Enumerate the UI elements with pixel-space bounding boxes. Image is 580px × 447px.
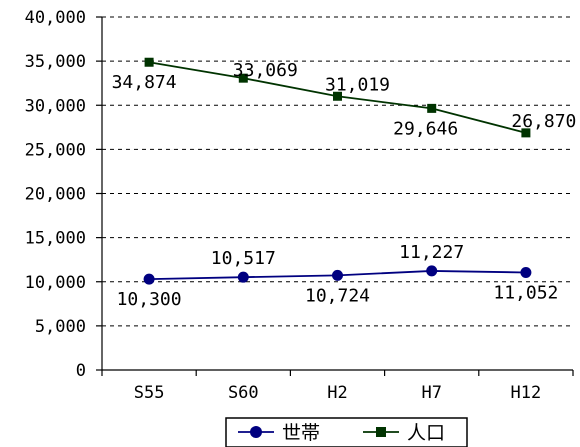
- legend: 世帯 人口: [225, 417, 468, 447]
- data-point: [426, 265, 438, 277]
- data-label: 11,227: [399, 242, 464, 263]
- data-label: 34,874: [112, 72, 177, 93]
- legend-label-households: 世帯: [282, 422, 320, 444]
- data-point: [238, 73, 248, 83]
- data-label: 10,300: [117, 289, 182, 310]
- y-axis-ticks: 0 5,000 10,000 15,000 20,000 25,000 30,000 35,0…: [25, 8, 102, 381]
- data-label: 29,646: [393, 118, 458, 139]
- data-label: 31,019: [325, 74, 390, 95]
- data-point: [237, 271, 249, 283]
- y-tick-label: 15,000: [25, 229, 86, 249]
- y-tick-label: 35,000: [25, 52, 86, 72]
- x-tick-label: H7: [421, 383, 441, 403]
- data-point: [333, 91, 342, 101]
- data-point: [521, 128, 531, 138]
- x-tick-label: H12: [511, 383, 542, 403]
- gridlines: [102, 16, 573, 327]
- y-tick-label: 20,000: [25, 185, 86, 205]
- legend-marker-households: [250, 426, 262, 438]
- data-point: [520, 266, 532, 278]
- data-point: [427, 103, 437, 113]
- y-tick-label: 0: [76, 361, 86, 381]
- data-labels: 10,300 10,517 10,724 11,227 11,052 34,874 33,0…: [112, 60, 577, 310]
- data-point: [143, 273, 155, 285]
- x-axis-ticks: S55 S60 H2 H7 H12: [101, 370, 574, 403]
- y-tick-label: 25,000: [25, 140, 86, 160]
- series-layer: [143, 57, 532, 285]
- x-tick-label: S60: [228, 383, 259, 403]
- y-tick-label: 40,000: [25, 8, 86, 28]
- data-label: 11,052: [493, 282, 558, 303]
- x-tick-label: H2: [327, 383, 347, 403]
- y-tick-label: 30,000: [25, 96, 86, 116]
- data-label: 10,724: [305, 285, 370, 306]
- legend-label-population: 人口: [407, 422, 445, 444]
- y-tick-label: 5,000: [35, 317, 86, 337]
- data-label: 26,870: [511, 111, 576, 132]
- x-tick-label: S55: [134, 383, 165, 403]
- data-label: 33,069: [233, 60, 298, 81]
- y-tick-label: 10,000: [25, 273, 86, 293]
- data-point: [144, 57, 154, 67]
- data-point: [332, 269, 343, 281]
- legend-marker-population: [376, 427, 386, 437]
- data-label: 10,517: [211, 248, 276, 269]
